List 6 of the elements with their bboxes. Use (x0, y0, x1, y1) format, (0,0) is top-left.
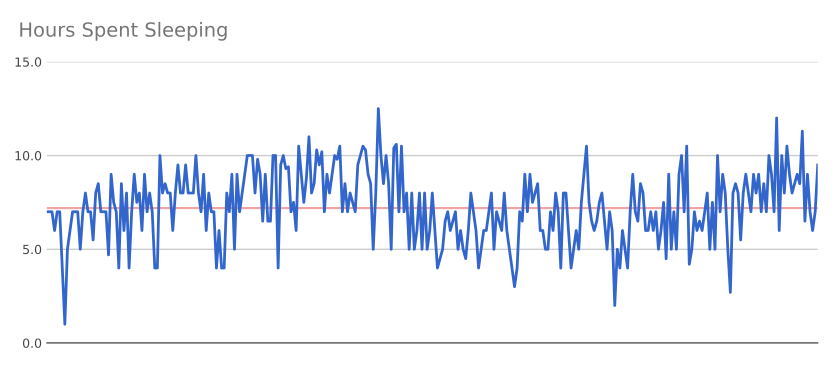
y-tick-label: 0.0 (22, 338, 42, 348)
chart-title: Hours Spent Sleeping (20, 22, 227, 41)
y-tick-label: 10.0 (16, 151, 42, 160)
y-tick-label: 5.0 (23, 244, 42, 254)
y-tick-label: 15.0 (16, 57, 42, 67)
line-series (46, 107, 818, 326)
